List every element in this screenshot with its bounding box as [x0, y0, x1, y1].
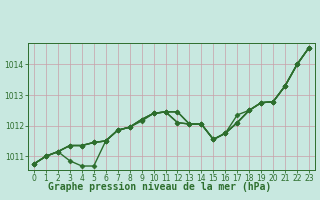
Text: Graphe pression niveau de la mer (hPa): Graphe pression niveau de la mer (hPa) [48, 182, 272, 192]
